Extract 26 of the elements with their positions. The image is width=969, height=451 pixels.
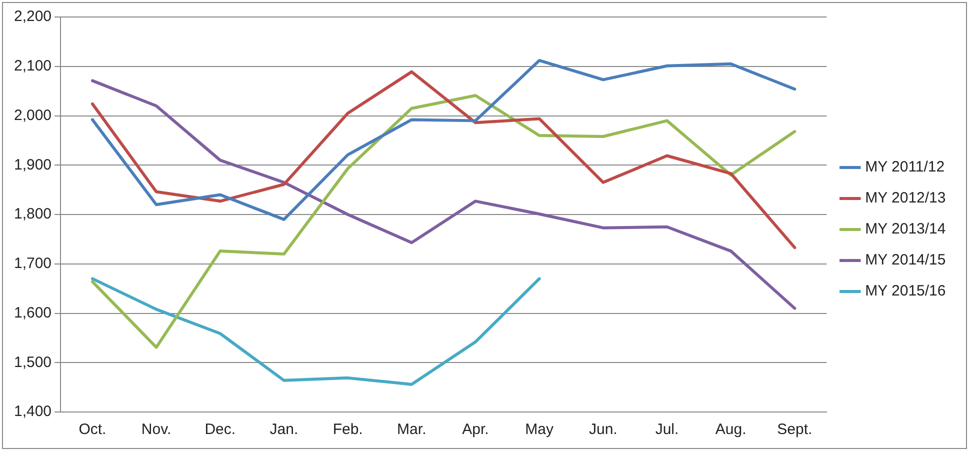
x-tick-label: Sept.	[777, 421, 812, 438]
y-tick-label: 1,700	[14, 255, 52, 272]
x-tick-label: Jan.	[270, 421, 298, 438]
x-tick-label: Oct.	[78, 421, 106, 438]
x-tick-label: Apr.	[462, 421, 489, 438]
y-tick-label: 1,900	[14, 156, 52, 174]
y-tick-label: 2,100	[14, 58, 52, 75]
y-tick-label: 2,000	[14, 106, 52, 124]
legend-label: MY 2014/15	[865, 252, 946, 269]
y-tick-label: 1,500	[14, 354, 52, 371]
x-tick-label: May	[525, 421, 554, 438]
y-tick-label: 1,600	[14, 304, 52, 322]
y-tick-label: 1,800	[14, 206, 52, 223]
x-tick-label: Jul.	[655, 421, 679, 438]
y-tick-label: 2,200	[14, 8, 52, 26]
legend-label: MY 2012/13	[865, 190, 946, 207]
y-tick-label: 1,400	[14, 403, 52, 420]
x-tick-label: Dec.	[204, 421, 236, 438]
x-tick-label: Jun.	[588, 421, 618, 438]
x-tick-label: Feb.	[332, 421, 363, 438]
x-tick-label: Mar.	[397, 421, 426, 438]
x-tick-label: Nov.	[141, 421, 172, 438]
legend-label: MY 2013/14	[865, 220, 946, 238]
x-tick-label: Aug.	[715, 421, 746, 438]
legend-label: MY 2015/16	[865, 282, 946, 300]
legend-label: MY 2011/12	[865, 158, 945, 176]
